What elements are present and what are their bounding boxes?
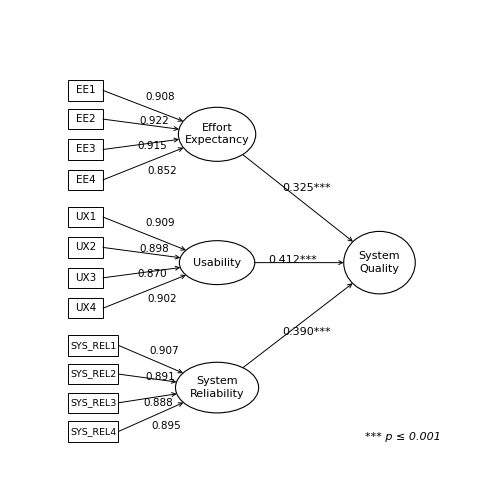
Text: 0.915: 0.915	[138, 141, 168, 151]
FancyBboxPatch shape	[68, 298, 103, 318]
Text: Usability: Usability	[193, 258, 241, 268]
Text: 0.898: 0.898	[140, 244, 170, 254]
Text: UX3: UX3	[75, 273, 96, 283]
Ellipse shape	[176, 362, 258, 413]
Text: 0.907: 0.907	[149, 346, 179, 356]
FancyBboxPatch shape	[68, 268, 103, 288]
Text: UX4: UX4	[75, 303, 96, 313]
FancyBboxPatch shape	[68, 109, 103, 129]
Ellipse shape	[179, 108, 256, 162]
FancyBboxPatch shape	[68, 422, 118, 442]
Text: 0.852: 0.852	[148, 166, 177, 176]
Text: EE3: EE3	[76, 144, 95, 154]
FancyBboxPatch shape	[68, 140, 103, 160]
Text: 0.888: 0.888	[144, 398, 173, 408]
Text: System
Reliability: System Reliability	[190, 376, 245, 399]
FancyBboxPatch shape	[68, 80, 103, 100]
Text: 0.870: 0.870	[138, 270, 167, 280]
Text: 0.325***: 0.325***	[282, 184, 331, 194]
Text: SYS_REL4: SYS_REL4	[70, 427, 116, 436]
Text: EE4: EE4	[76, 175, 95, 185]
FancyBboxPatch shape	[68, 207, 103, 227]
Ellipse shape	[344, 232, 415, 294]
FancyBboxPatch shape	[68, 364, 118, 384]
Text: SYS_REL1: SYS_REL1	[70, 341, 116, 350]
Text: 0.909: 0.909	[146, 218, 175, 228]
Text: EE1: EE1	[76, 86, 95, 96]
Text: 0.891: 0.891	[146, 372, 175, 382]
Ellipse shape	[179, 240, 255, 284]
Text: 0.390***: 0.390***	[282, 327, 331, 337]
Text: UX2: UX2	[75, 242, 96, 252]
Text: SYS_REL2: SYS_REL2	[70, 370, 116, 378]
FancyBboxPatch shape	[68, 170, 103, 190]
Text: EE2: EE2	[76, 114, 95, 124]
FancyBboxPatch shape	[68, 335, 118, 355]
Text: UX1: UX1	[75, 212, 96, 222]
Text: 0.412***: 0.412***	[268, 255, 317, 265]
Text: 0.902: 0.902	[148, 294, 177, 304]
FancyBboxPatch shape	[68, 238, 103, 258]
Text: 0.908: 0.908	[146, 92, 175, 102]
FancyBboxPatch shape	[68, 392, 118, 413]
Text: Effort
Expectancy: Effort Expectancy	[185, 123, 250, 146]
Text: SYS_REL3: SYS_REL3	[70, 398, 116, 407]
Text: System
Quality: System Quality	[359, 252, 400, 274]
Text: 0.895: 0.895	[151, 422, 181, 432]
Text: *** p ≤ 0.001: *** p ≤ 0.001	[365, 432, 441, 442]
Text: 0.922: 0.922	[140, 116, 170, 126]
